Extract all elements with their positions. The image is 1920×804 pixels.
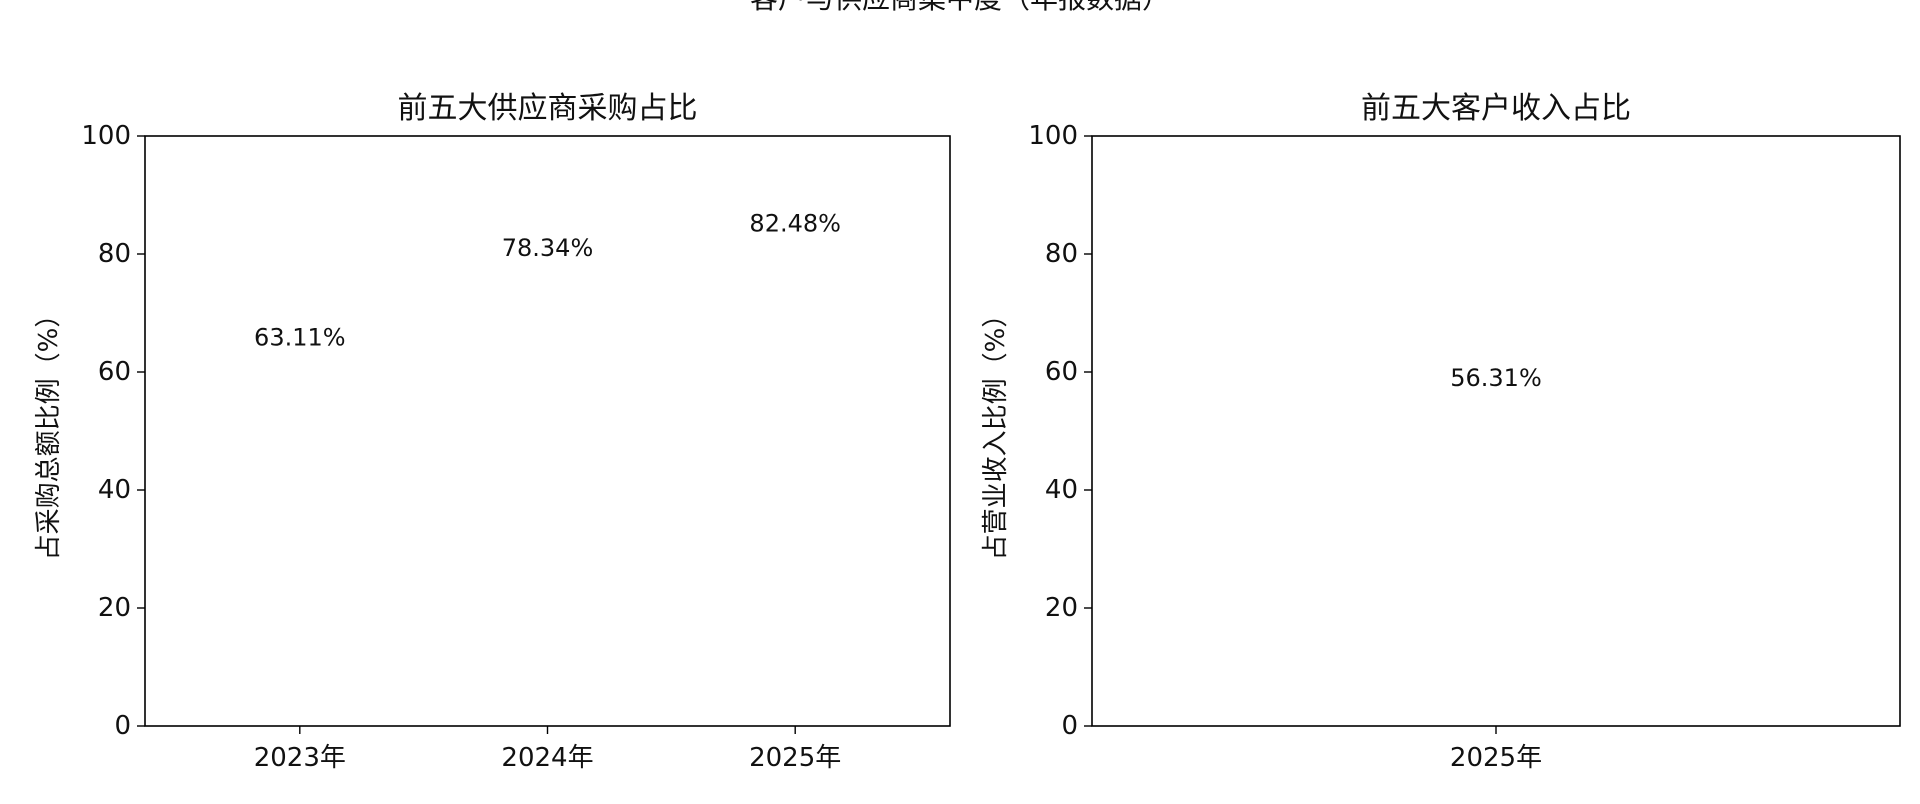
- x-tick-label-3: 2025年: [749, 743, 841, 773]
- x-tick-label-1: 2025年: [1450, 743, 1542, 773]
- subplot-1: 63.11% 78.34% 82.48% 0 20 40 60 80 100 2023年 2024年…: [34, 91, 951, 773]
- bar-value-label-1: 56.31%: [1450, 364, 1542, 392]
- subplot-2: 56.31% 0 20 40 60 80 100 2025年 前五大客户收入占比占营业收入比例（…: [981, 91, 1901, 773]
- y-tick-label-4: 60: [1045, 357, 1078, 387]
- bar-value-label-1: 63.11%: [254, 324, 346, 352]
- axes-frame: [1091, 135, 1901, 727]
- y-tick-label-6: 100: [1028, 121, 1078, 151]
- y-tick-label-1: 0: [114, 711, 131, 741]
- y-tick-label-1: 0: [1061, 711, 1078, 741]
- y-tick-label-5: 80: [1045, 239, 1078, 269]
- y-tick-label-5: 80: [98, 239, 131, 269]
- bar-value-label-2: 78.34%: [502, 234, 594, 262]
- figure-suptitle: 客户与供应商集中度（年报数据）: [750, 0, 1170, 15]
- y-tick-label-3: 40: [1045, 475, 1078, 505]
- x-tick-label-1: 2023年: [254, 743, 346, 773]
- x-tick-label-2: 2024年: [501, 743, 593, 773]
- y-axis-label: 占采购总额比例（%）: [34, 302, 64, 561]
- y-tick-label-2: 20: [1045, 593, 1078, 623]
- subplot-title: 前五大供应商采购占比: [398, 91, 698, 126]
- y-axis-label: 占营业收入比例（%）: [981, 302, 1011, 561]
- y-tick-label-4: 60: [98, 357, 131, 387]
- y-tick-label-3: 40: [98, 475, 131, 505]
- subplot-title: 前五大客户收入占比: [1361, 91, 1631, 126]
- bar-value-label-3: 82.48%: [749, 209, 841, 237]
- y-tick-label-2: 20: [98, 593, 131, 623]
- y-tick-label-6: 100: [81, 121, 131, 151]
